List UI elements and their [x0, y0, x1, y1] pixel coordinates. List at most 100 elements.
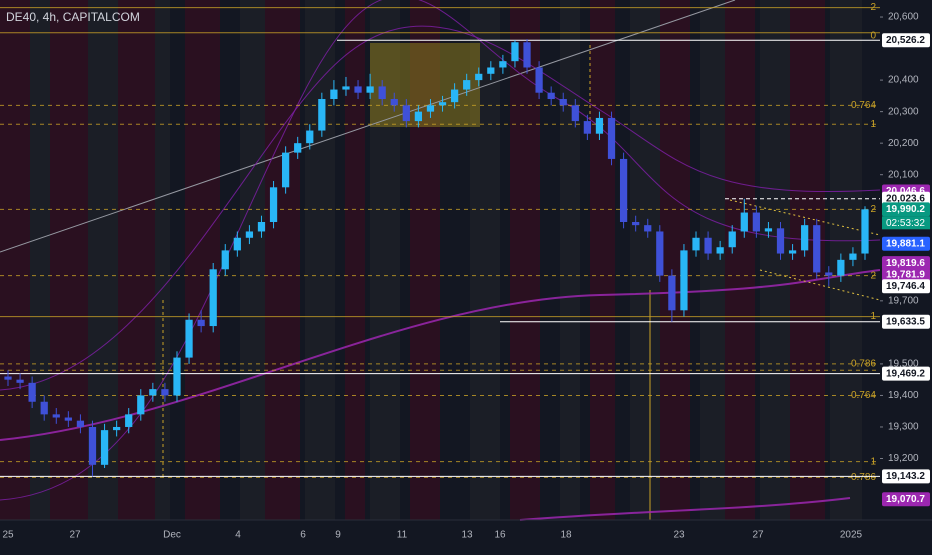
fib-label: 0	[870, 31, 876, 42]
candle-body	[752, 212, 760, 232]
x-tick-label: 25	[2, 530, 14, 541]
y-tick-label: 19,300	[888, 422, 919, 433]
chart-title: DE40, 4h, CAPITALCOM	[6, 10, 140, 24]
x-tick-label: 27	[752, 530, 764, 541]
candle-body	[547, 92, 555, 100]
candle-body	[825, 272, 833, 276]
candle-body	[559, 99, 567, 106]
y-tick-label: 19,200	[888, 453, 919, 464]
candle-body	[378, 86, 386, 100]
candle-body	[680, 250, 688, 311]
candle-body	[390, 99, 398, 106]
x-tick-label: 6	[300, 530, 306, 541]
candle-body	[342, 86, 350, 90]
y-tick-label: 20,200	[888, 138, 919, 149]
candle-body	[849, 253, 857, 260]
session-stripe	[760, 0, 790, 520]
session-stripe	[50, 0, 88, 520]
fib-label: 0.786	[851, 359, 876, 370]
candle-body	[463, 80, 471, 90]
price-badge	[882, 33, 930, 48]
candle-body	[583, 121, 592, 134]
moving-average	[0, 0, 881, 501]
price-badge	[882, 202, 930, 217]
candle-body	[100, 430, 109, 465]
plot: 2 0 0.764 1 2 2 1 0.786 0.764 1 0.786	[0, 2, 880, 483]
session-stripe	[830, 0, 862, 520]
candle-body	[306, 130, 314, 144]
candle-body	[740, 212, 748, 232]
fib-label: 2	[870, 204, 876, 215]
price-badge-label: 19,881.1	[886, 238, 925, 249]
candle-body	[716, 247, 724, 254]
price-badge-label: 19,746.4	[886, 281, 925, 292]
candle-body	[245, 231, 254, 238]
price-badge	[882, 492, 930, 507]
price-badge	[882, 366, 930, 381]
price-badge-label: 19,143.2	[886, 471, 925, 482]
x-tick-label: 27	[69, 530, 81, 541]
session-stripe	[185, 0, 220, 520]
moving-average	[519, 497, 851, 521]
candle-body	[354, 86, 362, 93]
candle-body	[4, 376, 12, 380]
candle-body	[281, 152, 290, 188]
candle-body	[185, 319, 193, 358]
candle-body	[76, 420, 85, 427]
channel-line	[759, 269, 881, 301]
session-stripe	[30, 0, 50, 520]
session-stripe	[345, 0, 365, 520]
price-badge	[882, 268, 930, 283]
fib-label: 1	[870, 456, 876, 467]
candle-body	[173, 357, 181, 396]
session-stripe	[590, 0, 615, 520]
candle-body	[161, 389, 169, 396]
candle-body	[197, 319, 205, 327]
candle-body	[728, 231, 736, 248]
countdown: 02:53:32	[886, 218, 925, 229]
candle-body	[438, 102, 447, 106]
candle-body	[426, 105, 435, 112]
session-stripe	[560, 0, 580, 520]
session-stripe	[305, 0, 335, 520]
session-stripe	[700, 0, 725, 520]
decorations	[0, 0, 881, 521]
price-badge	[882, 469, 930, 484]
price-badge-label: 20,526.2	[886, 35, 925, 46]
x-tick-label: 23	[673, 530, 685, 541]
candle-body	[595, 117, 604, 134]
fib-label: 2	[870, 2, 876, 13]
range-box	[370, 43, 480, 127]
y-tick-label: 20,400	[888, 75, 919, 86]
candle-body	[632, 222, 640, 226]
price-badge-label: 19,469.2	[886, 368, 925, 379]
candle-body	[619, 158, 628, 223]
candle-body	[294, 143, 302, 153]
candle-body	[837, 259, 845, 276]
x-tick-label: 11	[397, 530, 408, 541]
candle-body	[113, 426, 121, 431]
price-badge-label: 20,046.6	[886, 186, 925, 197]
y-tick-label: 20,600	[888, 12, 919, 23]
candle-body	[16, 379, 24, 383]
session-stripe	[0, 0, 30, 520]
x-tick-label: 2025	[840, 530, 863, 541]
session-stripe	[725, 0, 755, 520]
session-stripe	[265, 0, 300, 520]
trend-line	[0, 0, 736, 253]
price-badge	[882, 256, 930, 271]
fib-label: 2	[870, 270, 876, 281]
session-stripe	[630, 0, 660, 520]
price-badge	[882, 236, 930, 251]
candle-body	[607, 117, 616, 159]
candle-body	[330, 89, 338, 100]
price-badge	[882, 314, 930, 329]
fib-label: 0.764	[851, 390, 876, 401]
y-tick-label: 20,100	[888, 169, 919, 180]
candle-body	[668, 275, 676, 311]
candle-body	[656, 231, 664, 276]
y-tick-label: 19,400	[888, 390, 919, 401]
candle-body	[28, 382, 36, 402]
candle-body	[788, 250, 797, 254]
